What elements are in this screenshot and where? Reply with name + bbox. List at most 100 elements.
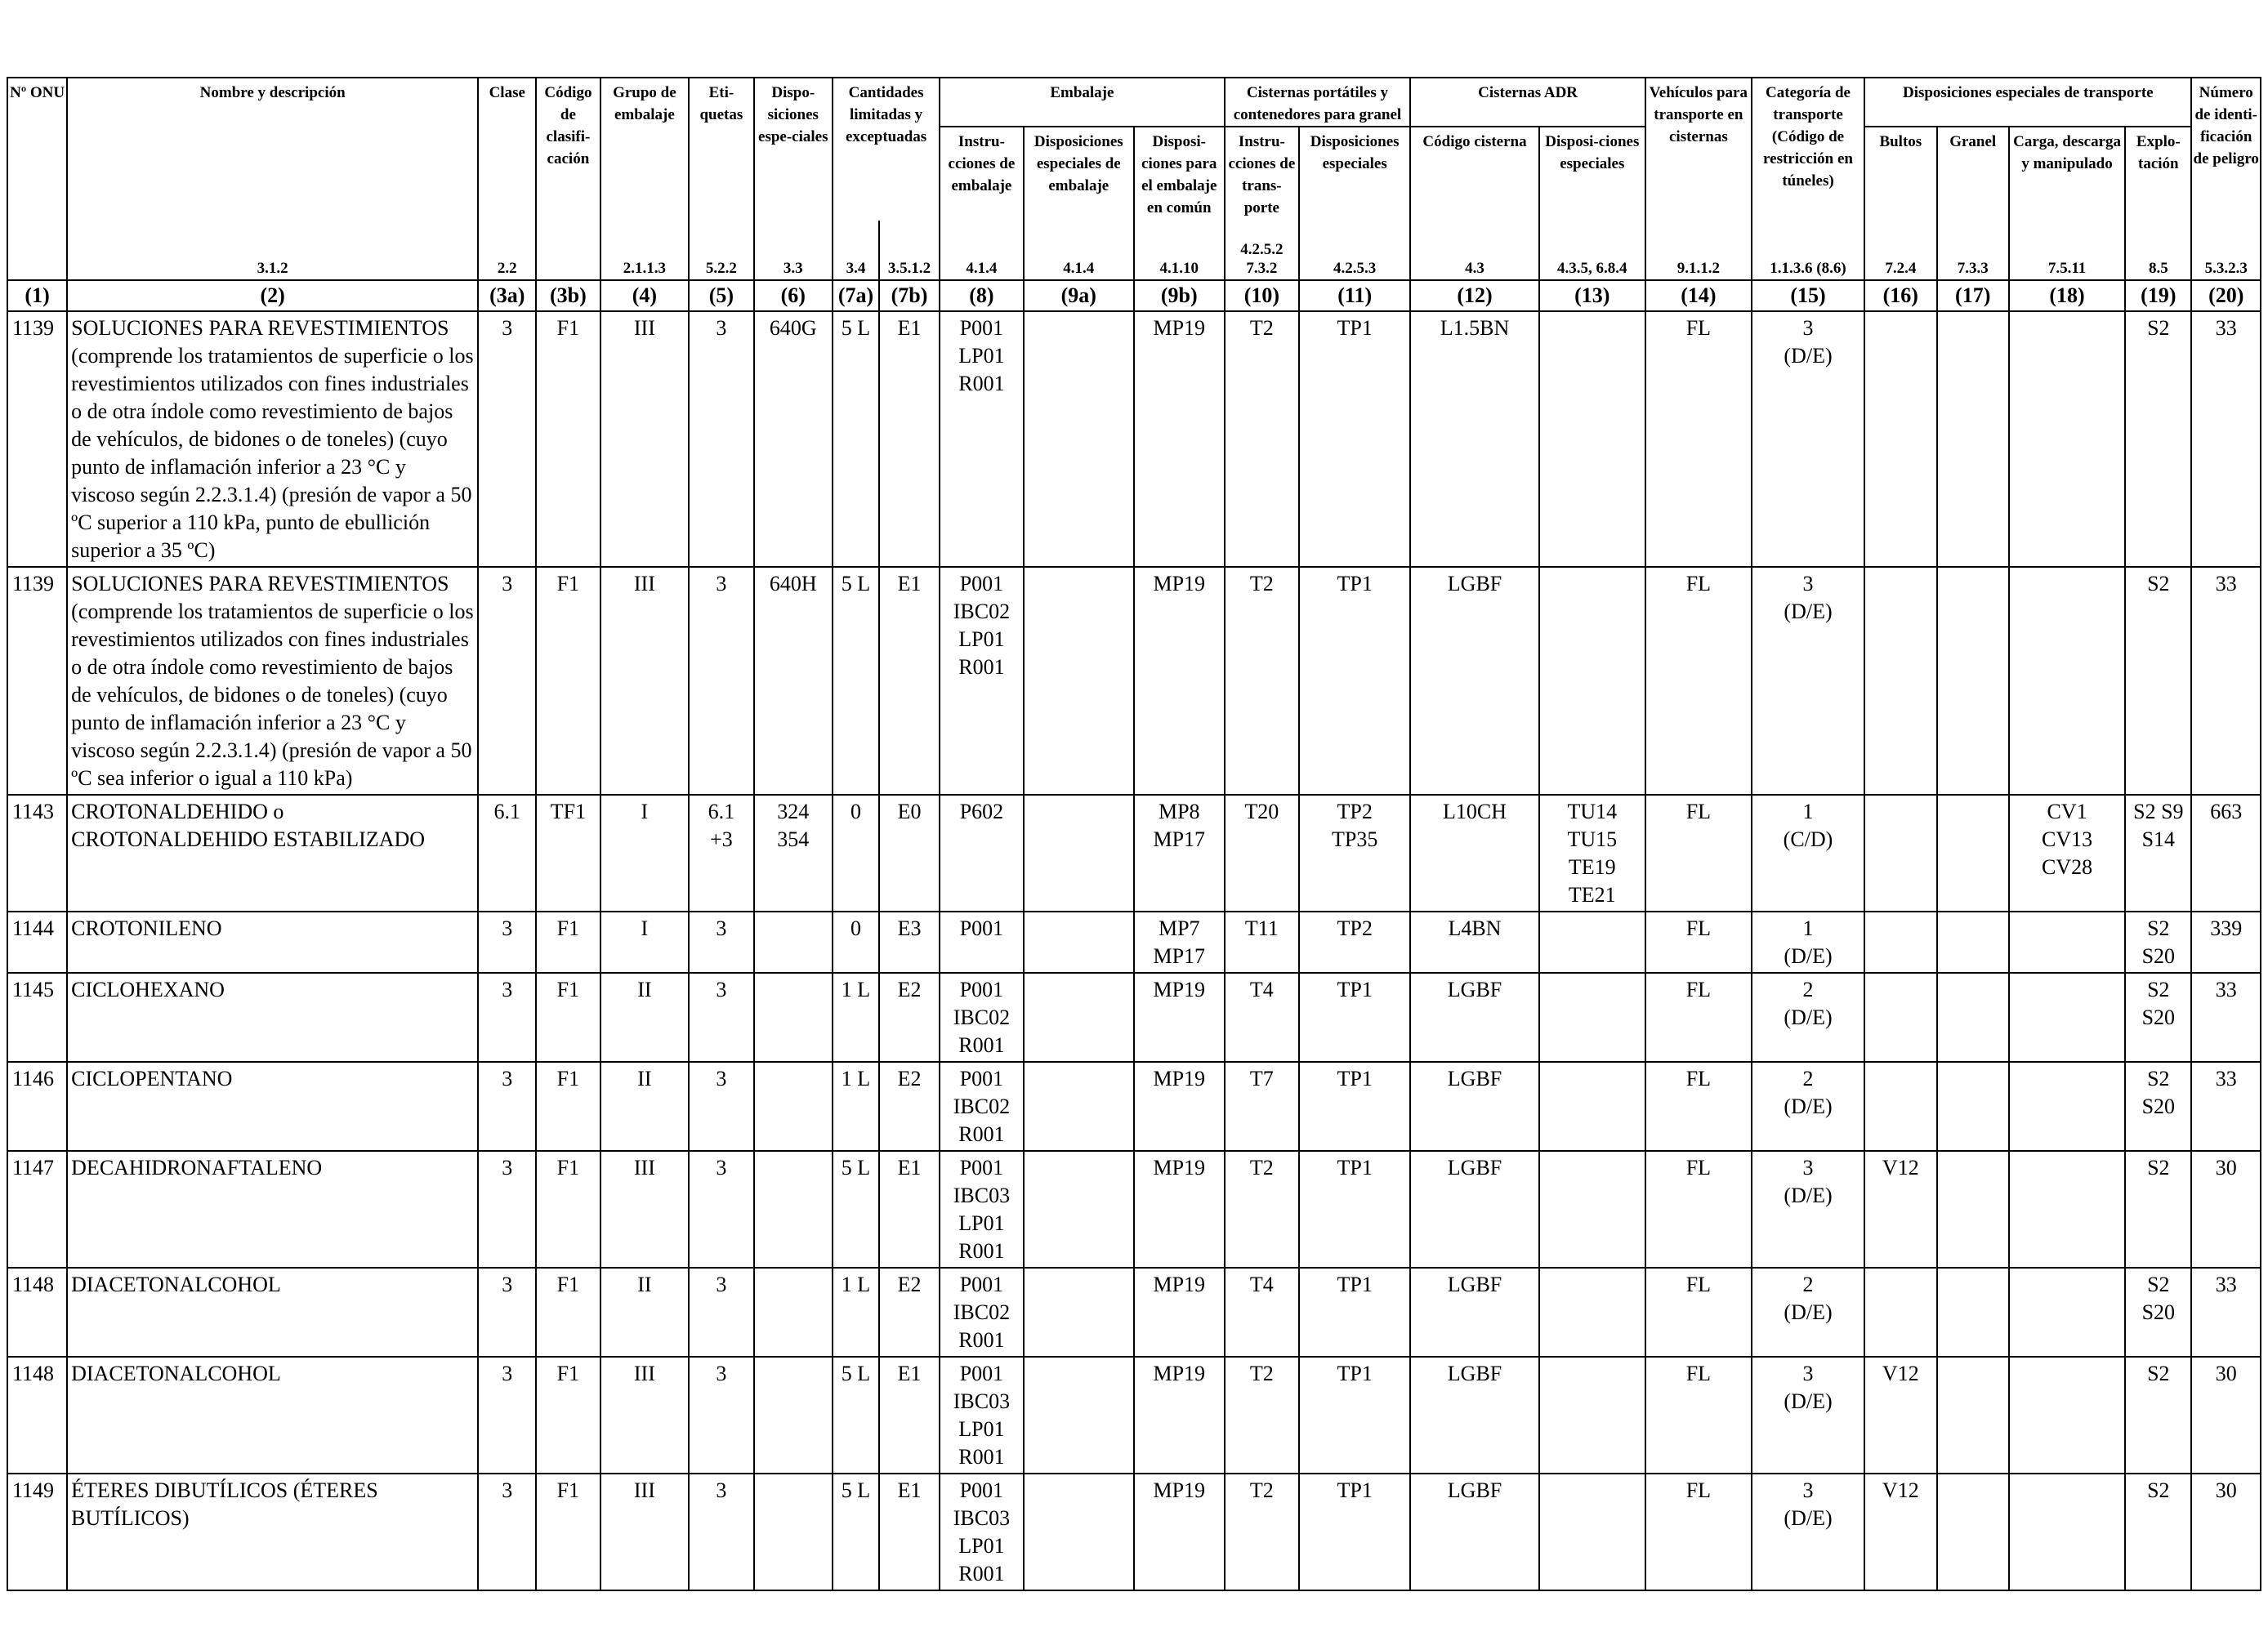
group-header-packaging: Embalaje: [939, 77, 1226, 127]
cell-line: TP1: [1337, 978, 1373, 1001]
cell-c9b: MP8 MP17: [1132, 794, 1226, 912]
cell-c3b: F1: [535, 310, 601, 568]
col-number: (7b): [877, 279, 941, 312]
cell-line: T2: [1249, 1478, 1274, 1502]
cell-line: 3: [716, 978, 727, 1001]
table-row: 1144 CROTONILENO 3 F1 I 3 0 E3 P001 MP7 MP17 T11 TP2…: [6, 911, 2261, 974]
cell-c8: P001 LP01 R001: [939, 310, 1025, 568]
cell-c15: 3 (D/E): [1750, 566, 1866, 796]
cell-c6: [752, 972, 834, 1063]
cell-c14: FL: [1644, 972, 1752, 1063]
cell-name: ÉTERES DIBUTÍLICOS (ÉTERES BUTÍLICOS): [66, 1473, 480, 1591]
cell-onu: 1149: [6, 1473, 69, 1591]
col-number: (11): [1298, 279, 1412, 312]
cell-line: MP19: [1153, 978, 1206, 1001]
cell-c7b: E2: [877, 1267, 941, 1358]
cell-c19: S2: [2124, 1356, 2193, 1474]
cell-c5: 3: [688, 911, 755, 974]
col-header-6: Dispo-siciones espe-ciales: [752, 77, 834, 221]
cell-c12: LGBF: [1409, 972, 1540, 1063]
cell-c19: S2 S20: [2124, 1267, 2193, 1358]
cell-c20: 30: [2190, 1356, 2261, 1474]
col-number: (19): [2124, 279, 2193, 312]
cell-line: T2: [1249, 1156, 1274, 1180]
cell-c5: 3: [688, 1473, 755, 1591]
cell-c9b: MP19: [1132, 972, 1226, 1063]
cell-c10: T11: [1223, 911, 1301, 974]
col-reference: 4.1.10: [1132, 221, 1226, 281]
cell-c11: TP1: [1298, 1473, 1412, 1591]
cell-line: TP1: [1337, 1067, 1373, 1090]
cell-c8: P001 IBC02 R001: [939, 1061, 1025, 1152]
table-row: 1147 DECAHIDRONAFTALENO 3 F1 III 3 5 L E1 P001 IB…: [6, 1150, 2261, 1269]
cell-c14: FL: [1644, 1150, 1752, 1269]
cell-line: TP1: [1337, 572, 1373, 595]
cell-c10: T20: [1223, 794, 1301, 912]
cell-c19: S2: [2124, 1150, 2193, 1269]
cell-line: (D/E): [1784, 1095, 1833, 1118]
cell-c14: FL: [1644, 911, 1752, 974]
cell-c10: T2: [1223, 310, 1301, 568]
cell-line: (D/E): [1784, 944, 1833, 968]
cell-name: SOLUCIONES PARA REVESTIMIENTOS (comprend…: [66, 310, 480, 568]
cell-c10: T7: [1223, 1061, 1301, 1152]
col-reference: 8.5: [2124, 221, 2193, 281]
cell-c9b: MP19: [1132, 1267, 1226, 1358]
cell-line: (D/E): [1784, 1184, 1833, 1207]
cell-line: (D/E): [1784, 1506, 1833, 1530]
col-header-14: Vehículos para transporte en cisternas: [1644, 77, 1752, 221]
cell-c5: 3: [688, 1267, 755, 1358]
cell-c5: 3: [688, 1061, 755, 1152]
cell-c13: [1538, 310, 1646, 568]
cell-c3a: 3: [477, 1356, 538, 1474]
cell-c19: S2: [2124, 310, 2193, 568]
cell-line: TP1: [1337, 1478, 1373, 1502]
header-row-sub: Instru-cciones de embalaje Disposiciones…: [7, 126, 2261, 221]
cell-c17: [1935, 1473, 2010, 1591]
col-header-5: Eti-quetas: [688, 77, 755, 221]
cell-c16: [1864, 911, 1938, 974]
cell-line: LP01: [958, 344, 1005, 368]
cell-line: R001: [958, 1328, 1005, 1352]
cell-line: MP17: [1153, 827, 1206, 851]
cell-name: DECAHIDRONAFTALENO: [66, 1150, 480, 1269]
cell-c7a: 0: [832, 794, 880, 912]
cell-c4: III: [599, 566, 690, 796]
cell-c9a: [1022, 1061, 1135, 1152]
cell-c7a: 5 L: [832, 1150, 880, 1269]
cell-c11: TP1: [1298, 1061, 1412, 1152]
cell-line: MP19: [1153, 572, 1206, 595]
cell-line: TP1: [1337, 1362, 1373, 1385]
cell-c6: [752, 1356, 834, 1474]
cell-line: 3: [716, 1273, 727, 1296]
cell-c9a: [1022, 566, 1135, 796]
cell-c5: 3: [688, 1150, 755, 1269]
cell-onu: 1139: [6, 566, 69, 796]
cell-c8: P001 IBC03 LP01 R001: [939, 1473, 1025, 1591]
cell-line: T20: [1244, 800, 1279, 823]
cell-c15: 1 (C/D): [1750, 794, 1866, 912]
table-row: 1146 CICLOPENTANO 3 F1 II 3 1 L E2 P001 IBC02 R001…: [6, 1061, 2261, 1152]
col-header-3b: Código de clasifi-cación: [535, 77, 601, 221]
cell-c6: [752, 911, 834, 974]
cell-c17: [1935, 794, 2010, 912]
cell-c12: LGBF: [1409, 1267, 1540, 1358]
cell-name: CROTONALDEHIDO o CROTONALDEHIDO ESTABILI…: [66, 794, 480, 912]
cell-c12: L4BN: [1409, 911, 1540, 974]
cell-onu: 1139: [6, 310, 69, 568]
cell-c11: TP2: [1298, 911, 1412, 974]
group-header-adr-tanks: Cisternas ADR: [1409, 77, 1646, 127]
col-header-8: Instru-cciones de embalaje: [939, 126, 1025, 221]
col-reference: 4.2.5.3: [1298, 221, 1412, 281]
cell-c3a: 3: [477, 911, 538, 974]
cell-c13: [1538, 911, 1646, 974]
cell-line: MP19: [1153, 1478, 1206, 1502]
cell-line: 3: [1802, 572, 1814, 595]
cell-onu: 1144: [6, 911, 69, 974]
table-body: 1139 SOLUCIONES PARA REVESTIMIENTOS (comp…: [6, 310, 2261, 1591]
cell-c14: FL: [1644, 1473, 1752, 1591]
cell-c19: S2 S9 S14: [2124, 794, 2193, 912]
cell-line: TU15: [1567, 827, 1618, 851]
cell-c3b: F1: [535, 1473, 601, 1591]
cell-c9a: [1022, 794, 1135, 912]
